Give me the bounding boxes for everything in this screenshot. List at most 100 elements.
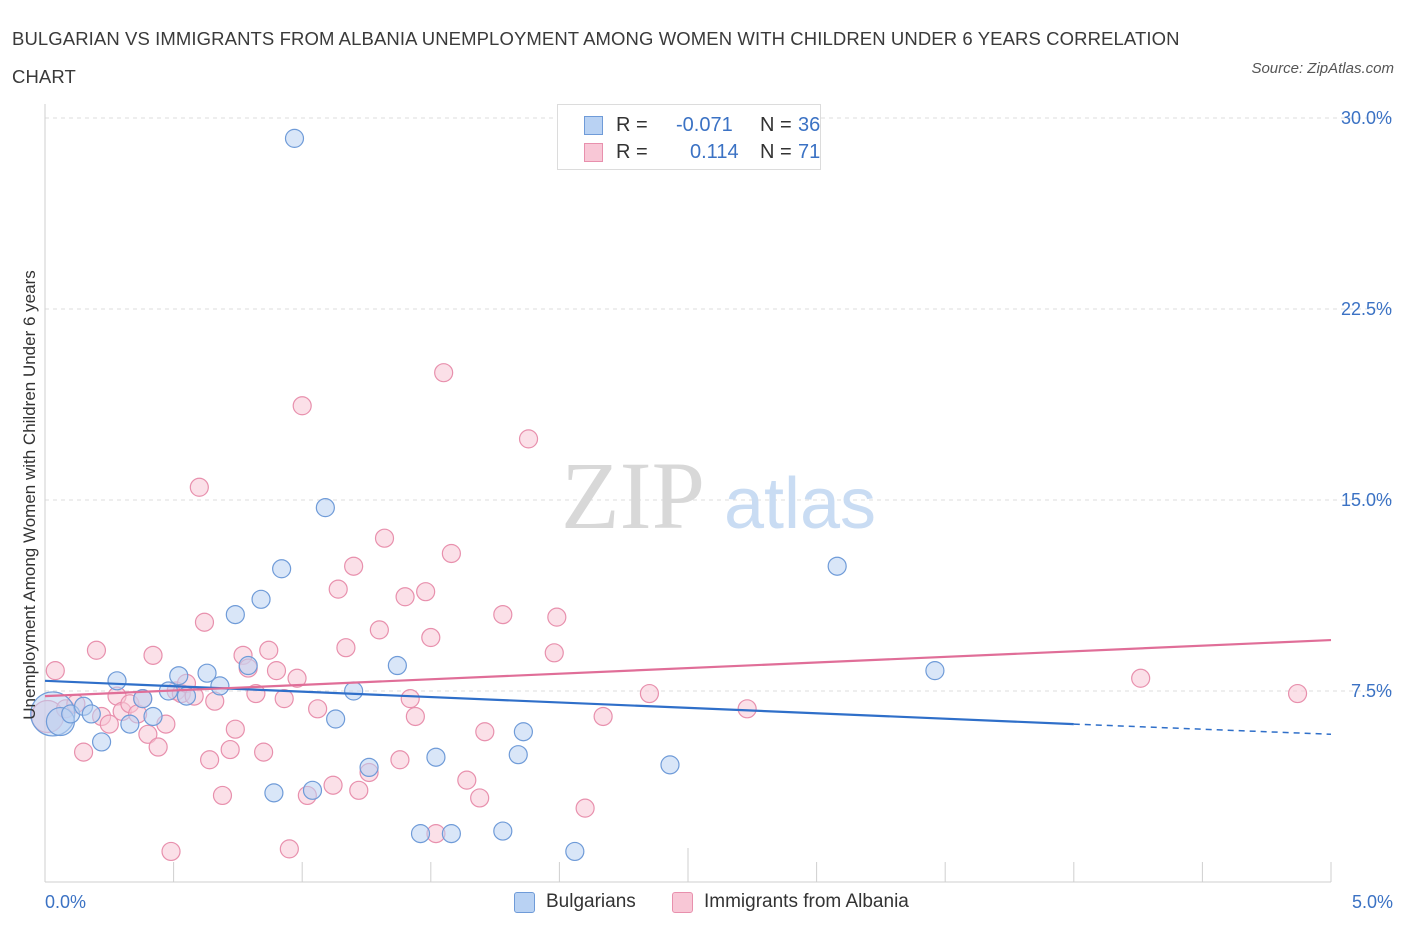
albania-point — [475, 722, 495, 742]
bulgarians-point — [238, 655, 258, 676]
bulgarians-point — [197, 663, 217, 683]
bulgarians-point — [660, 755, 680, 775]
bulgarians-point — [387, 655, 407, 676]
albania-point — [457, 770, 477, 790]
albania-point — [328, 579, 348, 599]
albania-point — [148, 737, 168, 757]
albania-point — [434, 363, 454, 383]
albania-point — [189, 477, 209, 497]
albania-point — [274, 689, 294, 709]
bulgarians-point — [508, 745, 528, 765]
r-label: R = — [616, 114, 648, 136]
axes — [44, 104, 1332, 883]
albania-point — [405, 706, 425, 727]
bulgarians-point — [264, 783, 284, 803]
y-tick-label: 7.5% — [1351, 681, 1392, 701]
albania-point — [369, 620, 389, 640]
y-tick-label: 15.0% — [1341, 490, 1392, 510]
r-label: R = — [616, 141, 648, 163]
watermark-atlas: atlas — [724, 464, 876, 544]
albania-point — [639, 683, 660, 704]
n-value: 36 — [798, 114, 821, 136]
bulgarians-point — [315, 498, 335, 518]
trend-lines — [44, 638, 1332, 736]
albania-point — [390, 750, 410, 770]
series-legend: Bulgarians Immigrants from Albania — [0, 888, 1406, 916]
albania-point — [143, 645, 163, 665]
albania-point — [287, 668, 307, 688]
albania-point — [308, 699, 328, 719]
albania-point — [279, 839, 299, 859]
albania-point — [421, 627, 441, 648]
albania-point — [225, 719, 245, 739]
chart-title: BULGARIAN VS IMMIGRANTS FROM ALBANIA UNE… — [12, 28, 1180, 87]
albania-point — [1131, 668, 1151, 688]
bulgarians-point — [120, 714, 140, 734]
albania-point — [518, 429, 539, 449]
albania-point — [99, 714, 119, 734]
bulgarians-point — [359, 757, 379, 778]
albania-point — [575, 798, 595, 818]
series-albania-points — [30, 363, 1308, 862]
watermark: ZIP atlas — [561, 442, 876, 549]
bulgarians-point — [410, 824, 431, 844]
albania-point — [737, 699, 757, 719]
albania-point — [45, 661, 65, 681]
correlation-legend: R = -0.071 N = 36 R = 0.114 N = 71 — [557, 104, 821, 170]
bulgarians-point — [169, 666, 189, 686]
bulgarians-point — [426, 747, 446, 767]
tick-labels: 7.5% 15.0% 22.5% 30.0% 0.0% 5.0% — [45, 108, 1393, 912]
n-label: N = — [760, 114, 792, 136]
n-label: N = — [760, 141, 792, 163]
albania-point — [544, 643, 564, 663]
bulgarians-point — [344, 681, 364, 701]
r-value: 0.114 — [690, 141, 739, 163]
albania-point — [395, 587, 415, 607]
albania-point — [259, 640, 279, 660]
n-value: 71 — [798, 141, 821, 163]
gridlines — [45, 117, 1392, 692]
albania-point — [1287, 683, 1308, 704]
y-axis-label: Unemployment Among Women with Children U… — [20, 270, 39, 719]
y-tick-label: 30.0% — [1341, 108, 1392, 128]
albania-point — [400, 689, 420, 709]
albania-point — [416, 582, 436, 602]
bulgarians-point — [441, 824, 461, 844]
bulgarians-point — [81, 704, 101, 724]
albania-point — [86, 640, 107, 660]
albania-point — [593, 706, 613, 727]
bulgarians-point — [210, 676, 230, 696]
source-label: Source: ZipAtlas.com — [1251, 60, 1394, 77]
bulgarians-point — [302, 780, 323, 800]
albania-point — [220, 739, 240, 760]
albania-point — [323, 775, 343, 795]
bulgarians-point — [513, 722, 533, 742]
bulgarians-point — [251, 589, 271, 609]
albania-point — [161, 841, 181, 862]
series-bulgarians-points — [30, 128, 945, 862]
albania-trend-line — [44, 638, 1332, 698]
albania-point — [73, 742, 94, 762]
legend-swatch-blue — [584, 116, 603, 135]
bulgarians-point — [225, 604, 245, 625]
legend-label: Immigrants from Albania — [704, 891, 909, 912]
albania-point — [138, 724, 158, 744]
albania-point — [349, 780, 369, 800]
bulgarians-point — [827, 556, 847, 576]
r-value: -0.071 — [676, 114, 733, 136]
bulgarians-point — [565, 841, 585, 862]
legend-swatch-pink — [584, 143, 603, 162]
albania-point — [547, 607, 567, 627]
bulgarians-point — [107, 671, 127, 691]
bulgarians-point — [91, 732, 112, 752]
albania-point — [266, 661, 287, 681]
x-tick-label: 0.0% — [45, 892, 86, 912]
bulgarians-point — [925, 661, 945, 681]
bulgarians-point — [326, 709, 346, 729]
albania-point — [212, 785, 233, 806]
bulgarians-trend-extension — [1073, 723, 1332, 736]
legend-label: Bulgarians — [546, 891, 636, 912]
x-tick-label: 5.0% — [1352, 892, 1393, 912]
albania-point — [441, 543, 461, 564]
